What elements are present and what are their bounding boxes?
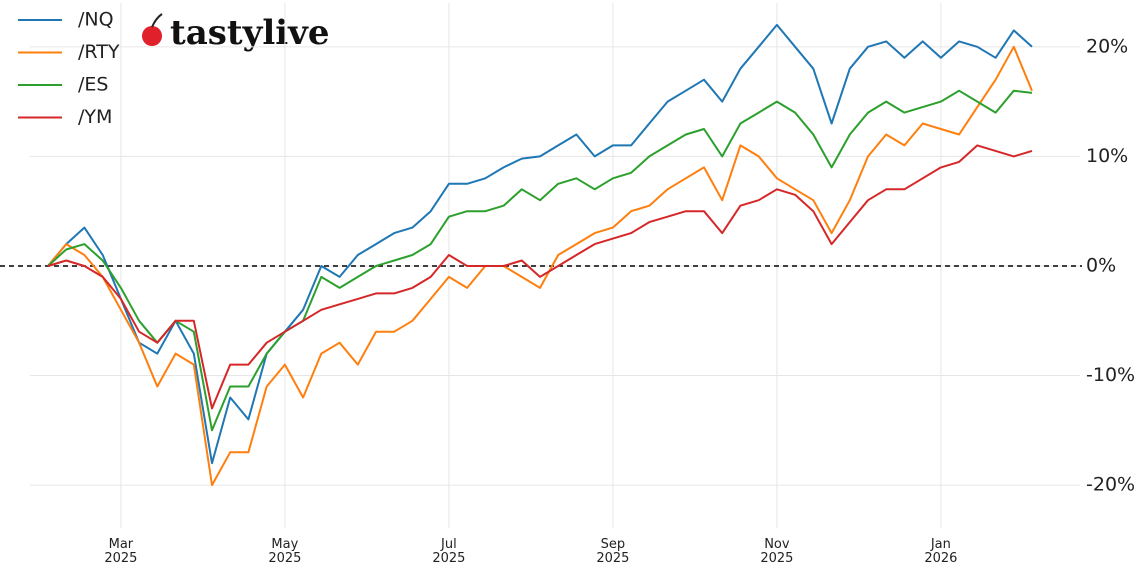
y-tick-label: 0% [1086,254,1116,276]
y-tick-label: -20% [1086,474,1135,496]
x-tick-label: Jan 2026 [924,537,958,566]
series-line [47,89,1033,432]
logo-stem [151,13,163,28]
x-tick-label: Mar 2025 [104,537,138,566]
y-tick-label: 10% [1086,145,1128,167]
series-line [47,23,1033,465]
legend-label: /NQ [78,9,114,31]
y-tick-label: -10% [1086,364,1135,386]
x-tick-label: Nov 2025 [760,537,794,566]
series-line [47,45,1033,487]
series-line [47,144,1033,410]
x-tick-label: Sep 2025 [596,537,630,566]
legend-label: /ES [78,74,108,96]
logo-cherry [142,26,162,46]
y-tick-label: 20% [1086,35,1128,57]
legend-label: /RTY [78,41,120,63]
x-tick-label: Jul 2025 [432,537,466,566]
legend-label: /YM [78,106,112,128]
x-tick-label: May 2025 [268,537,302,566]
